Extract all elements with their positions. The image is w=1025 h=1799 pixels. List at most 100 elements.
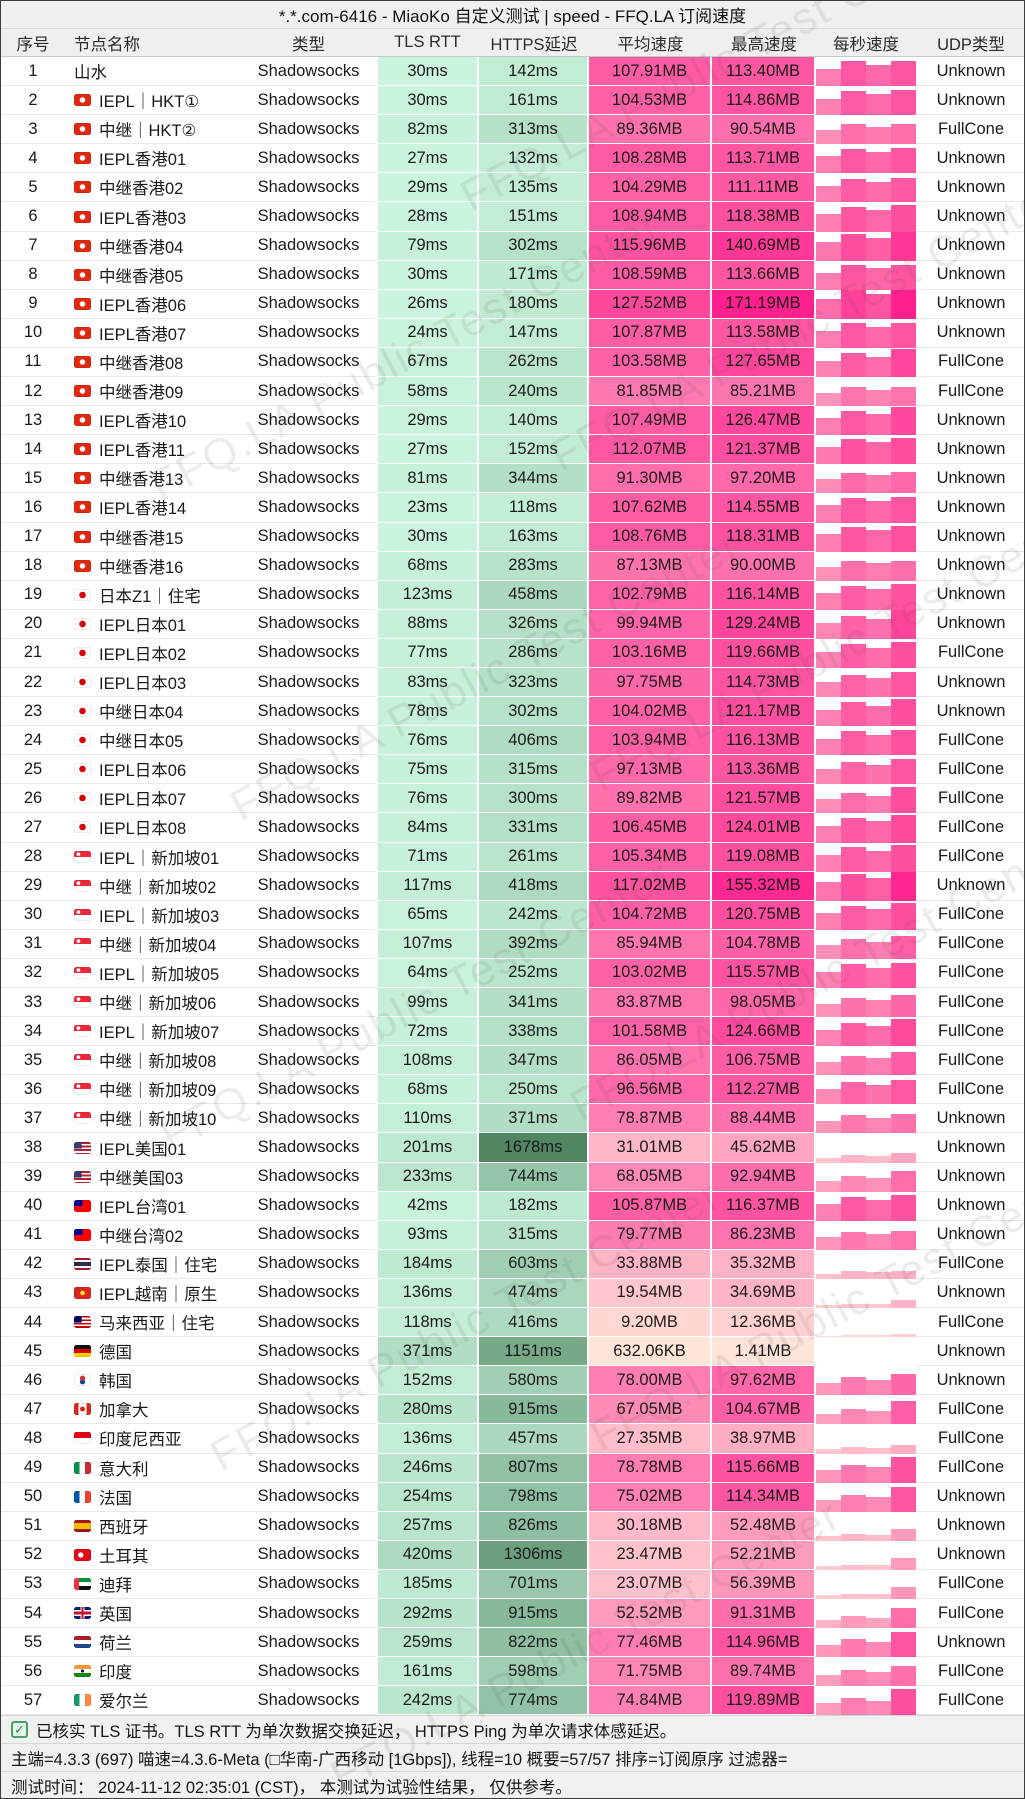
speed-bar	[816, 185, 841, 203]
tw-flag-icon	[74, 1228, 91, 1241]
cell-tls-rtt: 123ms	[376, 580, 479, 610]
speed-bar	[891, 584, 916, 610]
table-row: 9 IEPL香港06 Shadowsocks 26ms 180ms 127.52MB 171…	[1, 289, 1024, 319]
speed-bar	[866, 389, 891, 407]
cell-max-speed: 115.57MB	[712, 958, 816, 988]
cell-protocol-type: Shadowsocks	[241, 1395, 376, 1425]
cell-tls-rtt: 99ms	[376, 988, 479, 1018]
speed-bar	[841, 289, 866, 319]
table-row: 22 IEPL日本03 Shadowsocks 83ms 323ms 97.75MB 114…	[1, 667, 1024, 698]
cell-node-name: IEPL香港03	[65, 202, 241, 232]
speed-bar	[816, 1674, 841, 1687]
node-name-label: 印度	[99, 1664, 132, 1683]
speed-bar	[891, 61, 916, 87]
node-name-label: 中继｜新加坡02	[99, 878, 217, 897]
cell-index: 11	[1, 348, 65, 378]
cell-index: 26	[1, 784, 65, 814]
cell-avg-speed: 23.07MB	[589, 1569, 712, 1599]
speed-bar	[866, 1058, 891, 1076]
cell-tls-rtt: 72ms	[376, 1017, 479, 1047]
speed-bar	[891, 264, 916, 290]
cell-avg-speed: 106.45MB	[589, 813, 712, 843]
cell-protocol-type: Shadowsocks	[241, 959, 376, 988]
sg-flag-icon	[74, 908, 91, 921]
cell-https-latency: 458ms	[479, 580, 589, 610]
cell-node-name: 中继香港15	[65, 523, 241, 552]
speed-bar	[816, 651, 841, 668]
cell-index: 41	[1, 1221, 65, 1250]
speed-bar	[816, 1619, 841, 1629]
cell-node-name: IEPL｜新加坡01	[65, 843, 241, 872]
cell-index: 24	[1, 726, 65, 756]
cell-https-latency: 286ms	[479, 638, 589, 668]
hk-flag-icon	[74, 94, 91, 107]
cell-tls-rtt: 42ms	[376, 1191, 479, 1221]
node-name-label: 德国	[99, 1344, 132, 1363]
cell-https-latency: 347ms	[479, 1046, 589, 1076]
table-row: 18 中继香港16 Shadowsocks 68ms 283ms 87.13MB 90.00…	[1, 551, 1024, 581]
cell-index: 16	[1, 493, 65, 523]
cell-tls-rtt: 68ms	[376, 1075, 479, 1105]
column-header-5: HTTPS延迟	[490, 35, 578, 54]
cell-max-speed: 113.36MB	[712, 755, 816, 785]
cell-protocol-type: Shadowsocks	[241, 1017, 376, 1047]
cell-tls-rtt: 136ms	[376, 1424, 479, 1454]
cell-node-name: 中继｜新加坡06	[65, 988, 241, 1018]
cell-avg-speed: 107.49MB	[589, 406, 712, 436]
cell-node-name: 法国	[65, 1483, 241, 1512]
ie-flag-icon	[74, 1694, 91, 1707]
cell-protocol-type: Shadowsocks	[241, 813, 376, 843]
cell-protocol-type: Shadowsocks	[241, 1657, 376, 1687]
cell-protocol-type: Shadowsocks	[241, 406, 376, 436]
speed-bars-chart	[816, 261, 916, 290]
cell-max-speed: 121.57MB	[712, 784, 816, 814]
cell-node-name: 加拿大	[65, 1395, 241, 1425]
speed-bar	[816, 566, 841, 581]
cell-tls-rtt: 233ms	[376, 1162, 479, 1192]
cell-udp-type: Unknown	[916, 1192, 1024, 1221]
cell-max-speed: 112.27MB	[712, 1075, 816, 1105]
cell-node-name: IEPL日本02	[65, 639, 241, 668]
cell-protocol-type: Shadowsocks	[241, 1104, 376, 1134]
cell-tls-rtt: 77ms	[376, 638, 479, 668]
cell-udp-type: Unknown	[916, 610, 1024, 639]
column-header-7: 最高速度	[731, 35, 797, 54]
speed-bar	[816, 1061, 841, 1076]
cell-index: 57	[1, 1686, 65, 1716]
cell-https-latency: 182ms	[479, 1191, 589, 1221]
cell-index: 33	[1, 988, 65, 1018]
footer-tls-note: 已核实 TLS 证书。TLS RTT 为单次数据交换延迟， HTTPS Ping…	[36, 1722, 677, 1741]
speed-bars-chart	[816, 930, 916, 959]
cell-protocol-type: Shadowsocks	[241, 930, 376, 959]
cell-tls-rtt: 29ms	[376, 173, 479, 203]
speed-bar	[841, 1196, 866, 1221]
cell-avg-speed: 86.05MB	[589, 1046, 712, 1076]
speed-bar	[866, 475, 891, 494]
cell-node-name: 爱尔兰	[65, 1686, 241, 1716]
cell-index: 49	[1, 1454, 65, 1483]
footer: ✓ 已核实 TLS 证书。TLS RTT 为单次数据交换延迟， HTTPS Pi…	[1, 1715, 1024, 1798]
table-header-row: 序号 节点名称 类型 TLS RTT HTTPS延迟 平均速度 最高速度 每秒速度 UDP类型	[1, 29, 1024, 57]
speed-bars-chart	[816, 231, 916, 261]
cell-udp-type: Unknown	[916, 464, 1024, 494]
hk-flag-icon	[74, 530, 91, 543]
speed-bar	[891, 1401, 916, 1425]
speed-bars-chart	[816, 348, 916, 378]
cell-index: 30	[1, 901, 65, 930]
speed-bar	[866, 1617, 891, 1629]
speed-bar	[841, 586, 866, 610]
speed-bar	[891, 348, 916, 378]
speed-bar	[891, 437, 916, 465]
column-header-8: 每秒速度	[833, 35, 899, 54]
node-name-label: IEPL美国01	[99, 1140, 187, 1159]
speed-bar	[816, 534, 841, 552]
cell-avg-speed: 107.91MB	[589, 57, 712, 87]
cell-https-latency: 262ms	[479, 347, 589, 378]
cell-udp-type: Unknown	[916, 581, 1024, 610]
cell-avg-speed: 30.18MB	[589, 1511, 712, 1541]
cell-avg-speed: 33.88MB	[589, 1249, 712, 1279]
table-row: 55 荷兰 Shadowsocks 259ms 822ms 77.46MB 114.96MB…	[1, 1628, 1024, 1658]
node-name-label: IEPL香港10	[99, 413, 187, 432]
cell-max-speed: 38.97MB	[712, 1424, 816, 1454]
speed-bars-chart	[816, 173, 916, 203]
